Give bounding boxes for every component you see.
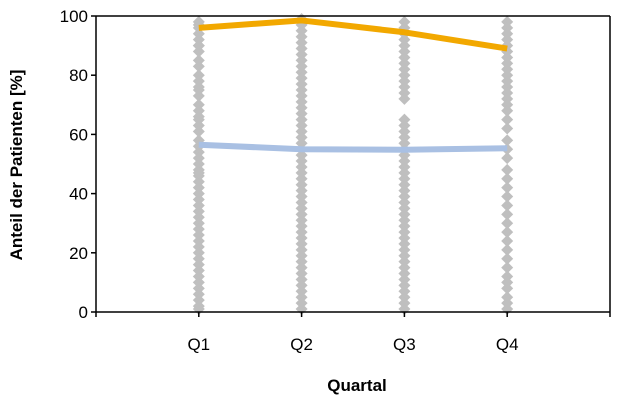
scatter-point-Q4-22 [501,172,514,185]
y-tick-label-80: 80 [69,66,88,85]
scatter-point-Q4-30 [501,243,514,256]
scatter-point-Q4-16 [501,113,514,126]
x-tick-label-Q1: Q1 [187,335,210,354]
y-tick-label-20: 20 [69,244,88,263]
scatter-point-Q1-51 [192,166,205,179]
scatter-point-Q4-15 [501,104,514,117]
scatter-layer [192,12,514,316]
scatter-point-Q4-18 [501,134,514,147]
x-axis-title: Quartal [327,376,387,395]
scatter-point-Q4-29 [501,234,514,247]
scatter-point-Q4-24 [501,190,514,203]
series-line-1 [198,17,508,52]
y-axis-title: Anteil der Patienten [%] [7,70,26,261]
plot-frame [96,15,611,312]
y-axis: 0 20 40 60 80 100 [60,7,97,322]
scatter-point-Q1-48 [192,39,205,52]
series-line-2 [198,141,508,153]
scatter-point-Q4-25 [501,199,514,212]
scatter-point-Q1-50 [192,110,205,123]
x-tick-label-Q3: Q3 [393,335,416,354]
scatter-point-Q4-17 [501,122,514,135]
scatter-point-Q1-12 [192,89,205,102]
y-tick-label-40: 40 [69,185,88,204]
scatter-point-Q4-35 [501,282,514,295]
series-layer [198,17,508,153]
x-tick-label-Q4: Q4 [496,335,519,354]
y-tick-label-60: 60 [69,125,88,144]
scatter-point-Q4-31 [501,252,514,265]
x-tick-label-Q2: Q2 [290,335,313,354]
scatter-point-Q4-27 [501,217,514,230]
y-tick-label-0: 0 [79,303,88,322]
scatter-point-Q4-21 [501,163,514,176]
y-tick-label-100: 100 [60,7,88,26]
scatter-point-Q1-17 [192,125,205,138]
x-axis: Q1 Q2 Q3 Q4 [95,311,611,354]
scatter-point-Q4-32 [501,261,514,274]
scatter-point-Q1-49 [192,81,205,94]
scatter-point-Q4-20 [501,152,514,165]
scatter-point-Q4-23 [501,181,514,194]
scatter-point-Q4-26 [501,208,514,221]
scatter-point-Q4-28 [501,226,514,239]
scatter-point-Q3-13 [398,92,411,105]
scatter-point-Q1-8 [192,60,205,73]
